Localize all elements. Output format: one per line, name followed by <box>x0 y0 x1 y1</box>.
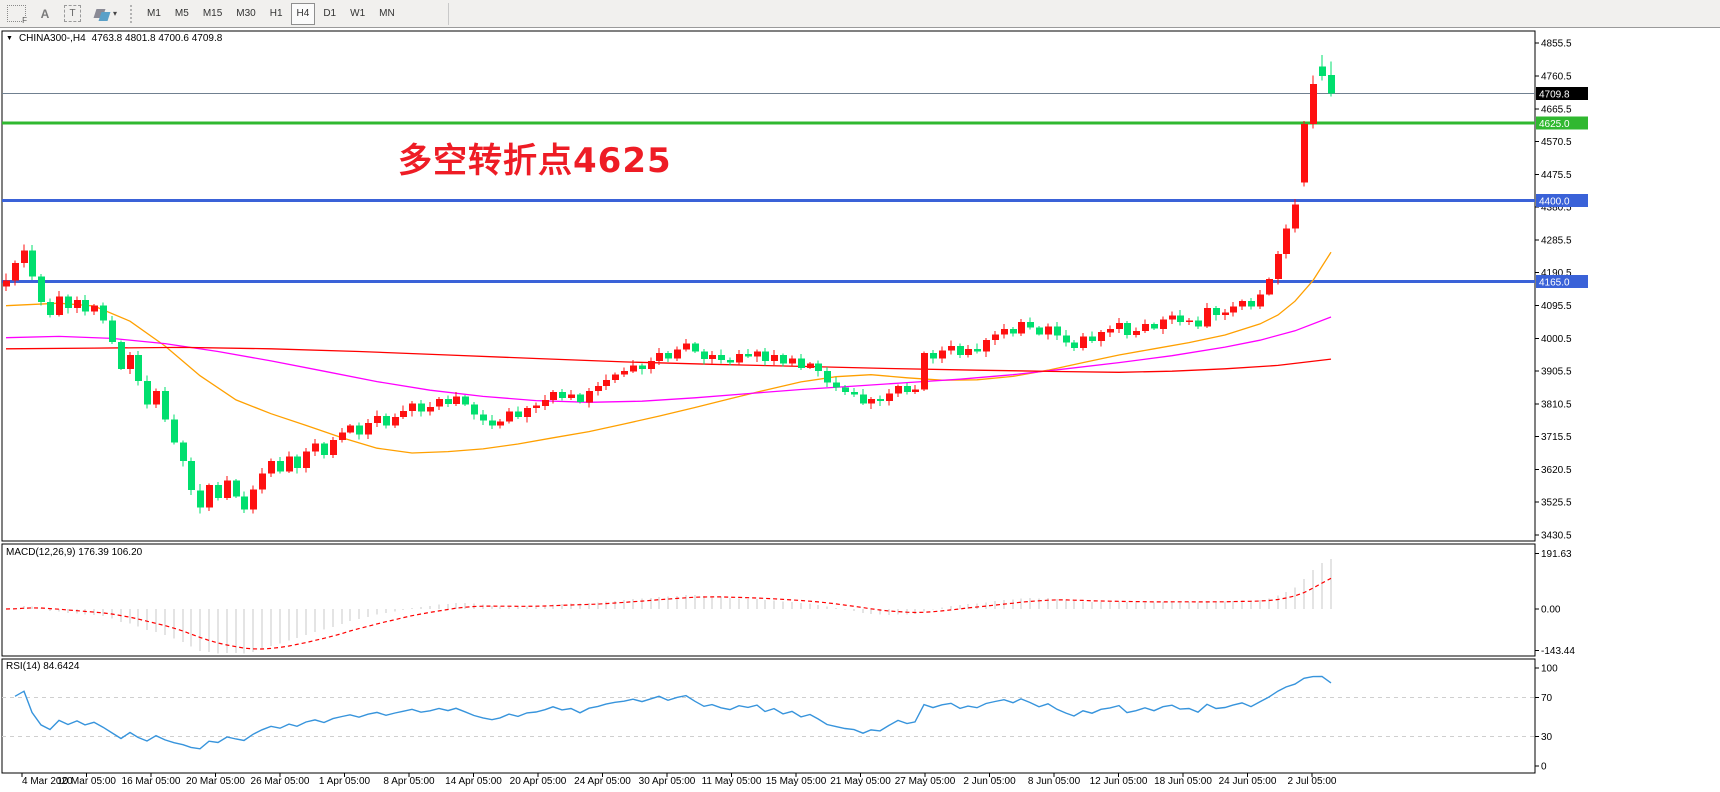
svg-text:4475.5: 4475.5 <box>1541 170 1572 181</box>
timeframe-button-d1[interactable]: D1 <box>317 3 342 25</box>
svg-text:4095.5: 4095.5 <box>1541 301 1572 312</box>
svg-text:11 May 05:00: 11 May 05:00 <box>702 776 762 787</box>
svg-text:30 Apr 05:00: 30 Apr 05:00 <box>639 776 696 787</box>
price-badge-4625.0 <box>1536 116 1588 130</box>
timeframe-button-h1[interactable]: H1 <box>264 3 289 25</box>
svg-text:4165.0: 4165.0 <box>1539 277 1570 288</box>
svg-text:15 May 05:00: 15 May 05:00 <box>766 776 827 787</box>
macd-panel[interactable] <box>1 543 1536 657</box>
timeframe-button-m30[interactable]: M30 <box>230 3 261 25</box>
candles <box>3 54 1335 514</box>
svg-text:4665.5: 4665.5 <box>1541 104 1572 115</box>
svg-text:3430.5: 3430.5 <box>1541 530 1572 541</box>
chart-template-f-icon[interactable]: F <box>1 3 32 25</box>
dotted-rect-icon: F <box>7 5 27 25</box>
svg-text:0.00: 0.00 <box>1541 605 1561 616</box>
timeframe-button-h4[interactable]: H4 <box>290 2 316 25</box>
svg-text:21 May 05:00: 21 May 05:00 <box>830 776 891 787</box>
price-badge-4165.0 <box>1536 274 1588 288</box>
svg-text:8 Apr 05:00: 8 Apr 05:00 <box>383 776 435 787</box>
chevron-down-icon: ▾ <box>113 9 118 18</box>
price-badge-4400.0 <box>1536 193 1588 207</box>
svg-text:0: 0 <box>1541 762 1547 773</box>
svg-text:12 Jun 05:00: 12 Jun 05:00 <box>1090 776 1148 787</box>
svg-text:3810.5: 3810.5 <box>1541 399 1572 410</box>
svg-text:4000.5: 4000.5 <box>1541 334 1572 345</box>
timeframe-button-mn[interactable]: MN <box>373 3 401 25</box>
svg-text:4625.0: 4625.0 <box>1539 119 1570 130</box>
svg-text:191.63: 191.63 <box>1541 549 1572 560</box>
chart-title: ▼ CHINA300-,H4 4763.8 4801.8 4700.6 4709… <box>6 33 222 44</box>
svg-text:100: 100 <box>1541 664 1558 675</box>
toolbar-grip[interactable] <box>130 4 136 23</box>
timeframe-button-w1[interactable]: W1 <box>344 3 371 25</box>
svg-text:4760.5: 4760.5 <box>1541 71 1572 82</box>
svg-text:1 Apr 05:00: 1 Apr 05:00 <box>319 776 371 787</box>
svg-text:4 Mar 2020: 4 Mar 2020 <box>22 776 73 787</box>
timeframe-button-m15[interactable]: M15 <box>197 3 228 25</box>
svg-text:30: 30 <box>1541 732 1553 743</box>
price-panel[interactable] <box>1 30 1536 542</box>
level-lines <box>2 93 1535 283</box>
timeframe-button-m1[interactable]: M1 <box>141 3 167 25</box>
toolbar: F A T ▾ M1 M5 M15 M30 H1 H4 D1 W1 MN <box>0 0 1720 28</box>
timeframe-button-m5[interactable]: M5 <box>169 3 195 25</box>
svg-text:70: 70 <box>1541 693 1553 704</box>
ma-mid-magenta <box>5 316 1332 403</box>
rsi-label: RSI(14) 84.6424 <box>6 661 80 672</box>
svg-text:16 Mar 05:00: 16 Mar 05:00 <box>122 776 181 787</box>
svg-text:4709.8: 4709.8 <box>1539 89 1570 100</box>
macd-histogram <box>14 559 1332 654</box>
text-annotation[interactable]: 多空转折点4625 <box>398 141 672 181</box>
svg-text:4380.5: 4380.5 <box>1541 203 1572 214</box>
svg-text:4190.5: 4190.5 <box>1541 268 1572 279</box>
ohlc-values: 4763.8 4801.8 4700.6 4709.8 <box>91 33 223 44</box>
svg-text:20 Mar 05:00: 20 Mar 05:00 <box>186 776 245 787</box>
text-box-icon[interactable]: T <box>58 3 87 25</box>
text-label-icon[interactable]: A <box>34 3 56 25</box>
symbol-dropdown-icon[interactable]: ▼ <box>6 35 13 42</box>
symbol-name: CHINA300-,H4 <box>18 33 86 44</box>
svg-text:26 Mar 05:00: 26 Mar 05:00 <box>251 776 310 787</box>
svg-text:3715.5: 3715.5 <box>1541 432 1572 443</box>
macd-label: MACD(12,26,9) 176.39 106.20 <box>6 547 143 558</box>
svg-text:3620.5: 3620.5 <box>1541 465 1572 476</box>
svg-text:27 May 05:00: 27 May 05:00 <box>895 776 956 787</box>
timeframe-buttons: M1 M5 M15 M30 H1 H4 D1 W1 MN <box>140 2 402 25</box>
svg-text:4400.0: 4400.0 <box>1539 196 1570 207</box>
svg-text:3905.5: 3905.5 <box>1541 367 1572 378</box>
rsi-line <box>14 675 1332 750</box>
svg-text:18 Jun 05:00: 18 Jun 05:00 <box>1154 776 1212 787</box>
svg-text:4855.5: 4855.5 <box>1541 39 1572 50</box>
svg-text:20 Apr 05:00: 20 Apr 05:00 <box>510 776 567 787</box>
shapes-icon[interactable]: ▾ <box>89 3 123 25</box>
price-axis[interactable]: 4855.5 4760.5 4665.5 4570.5 4475.5 4380.5 4285… <box>1535 39 1588 773</box>
price-badge-4709.8 <box>1536 86 1588 100</box>
ma-fast-orange <box>5 251 1332 454</box>
svg-text:14 Apr 05:00: 14 Apr 05:00 <box>445 776 502 787</box>
svg-text:10 Mar 05:00: 10 Mar 05:00 <box>57 776 116 787</box>
rsi-panel[interactable] <box>1 658 1536 774</box>
svg-text:24 Jun 05:00: 24 Jun 05:00 <box>1219 776 1277 787</box>
svg-text:2 Jul 05:00: 2 Jul 05:00 <box>1288 776 1337 787</box>
svg-text:4570.5: 4570.5 <box>1541 137 1572 148</box>
svg-text:3525.5: 3525.5 <box>1541 498 1572 509</box>
svg-text:24 Apr 05:00: 24 Apr 05:00 <box>574 776 631 787</box>
svg-text:8 Jun 05:00: 8 Jun 05:00 <box>1028 776 1081 787</box>
ma-slow-red <box>5 346 1332 373</box>
svg-text:4285.5: 4285.5 <box>1541 235 1572 246</box>
svg-text:-143.44: -143.44 <box>1541 646 1575 657</box>
toolbar-separator <box>447 2 449 25</box>
svg-text:2 Jun 05:00: 2 Jun 05:00 <box>963 776 1016 787</box>
macd-signal-line <box>5 577 1332 650</box>
